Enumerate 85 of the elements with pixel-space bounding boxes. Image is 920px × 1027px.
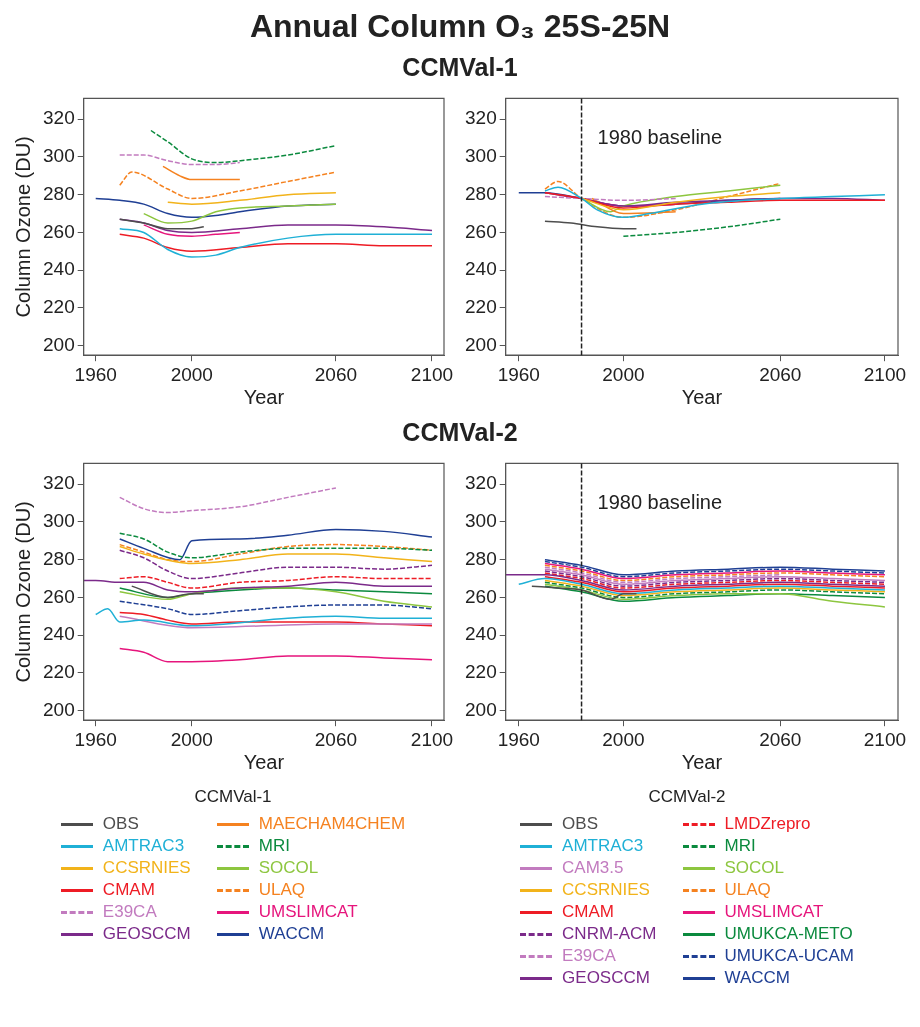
y-tick-label: 300 (465, 145, 497, 167)
legend-label: CMAM (562, 902, 615, 922)
y-tick-label: 260 (43, 585, 75, 607)
legend-label: CMAM (102, 880, 155, 900)
legend-title: CCMVal-1 (194, 787, 272, 807)
legend-label: AMTRAC3 (562, 836, 644, 856)
y-tick-label: 220 (465, 296, 497, 318)
x-tick-label: 2060 (314, 728, 358, 750)
legend-label: OBS (562, 814, 598, 834)
y-tick-label: 240 (465, 258, 497, 280)
y-tick-label: 280 (43, 182, 75, 204)
y-axis-title: Column Ozone (DU) (11, 136, 34, 318)
y-tick-label: 220 (43, 661, 75, 683)
legend-label: UMUKCA-METO (724, 924, 853, 944)
x-tick-label: 2100 (410, 363, 454, 385)
x-tick-label: 2060 (314, 363, 358, 385)
y-tick-label: 240 (465, 623, 497, 645)
legend-label: WACCM (258, 924, 325, 944)
legend-label: MRI (724, 836, 756, 856)
y-tick-label: 300 (43, 510, 75, 532)
x-tick-label: 2000 (602, 728, 645, 750)
legend-label: SOCOL (724, 858, 785, 878)
legend-label: UMUKCA-UCAM (724, 946, 854, 966)
legend-label: GEOSCCM (102, 924, 191, 944)
legend-label: LMDZrepro (724, 814, 811, 834)
x-tick-label: 1960 (74, 363, 117, 385)
y-tick-label: 260 (465, 220, 497, 242)
x-axis-title: Year (243, 750, 285, 773)
y-tick-label: 260 (43, 220, 75, 242)
x-axis-title: Year (681, 385, 723, 408)
y-tick-label: 240 (43, 623, 75, 645)
legend-label: MAECHAM4CHEM (258, 814, 406, 834)
y-tick-label: 240 (43, 258, 75, 280)
x-tick-label: 2100 (863, 728, 907, 750)
legend-label: WACCM (724, 968, 790, 988)
y-tick-label: 280 (465, 182, 497, 204)
y-tick-label: 200 (465, 698, 497, 720)
x-axis-title: Year (681, 750, 723, 773)
legend-label: AMTRAC3 (102, 836, 185, 856)
ref-line-label: 1980 baseline (597, 125, 723, 148)
y-tick-label: 220 (465, 661, 497, 683)
ref-line-label: 1980 baseline (597, 490, 723, 513)
legend-label: MRI (258, 836, 290, 856)
y-tick-label: 280 (43, 547, 75, 569)
legend-label: CAM3.5 (562, 858, 624, 878)
y-tick-label: 320 (465, 107, 497, 129)
y-tick-label: 300 (43, 145, 75, 167)
legend-label: CNRM-ACM (562, 924, 657, 944)
y-tick-label: 300 (465, 510, 497, 532)
y-tick-label: 200 (43, 333, 75, 355)
x-tick-label: 2000 (602, 363, 645, 385)
legend-label: CCSRNIES (102, 858, 191, 878)
legend-label: SOCOL (258, 858, 319, 878)
y-tick-label: 280 (465, 547, 497, 569)
legend-label: OBS (102, 814, 139, 834)
x-tick-label: 2060 (759, 728, 802, 750)
legend-label: ULAQ (258, 880, 306, 900)
legend-title: CCMVal-2 (648, 787, 726, 807)
chart-subtitle: CCMVal-2 (401, 418, 519, 447)
legend-label: GEOSCCM (562, 968, 650, 988)
y-axis-title: Column Ozone (DU) (11, 501, 34, 683)
x-tick-label: 1960 (74, 728, 117, 750)
y-tick-label: 320 (43, 472, 75, 494)
chart-subtitle: CCMVal-1 (401, 53, 519, 82)
chart-title: Annual Column O₃ 25S-25N (248, 8, 672, 45)
legend-label: ULAQ (724, 880, 771, 900)
legend-label: E39CA (102, 902, 157, 922)
x-tick-label: 2060 (759, 363, 802, 385)
y-tick-label: 320 (43, 107, 75, 129)
y-tick-label: 220 (43, 296, 75, 318)
x-axis-title: Year (243, 385, 285, 408)
legend-label: UMSLIMCAT (258, 902, 358, 922)
x-tick-label: 2000 (170, 363, 213, 385)
y-tick-label: 320 (465, 472, 497, 494)
x-tick-label: 1960 (497, 363, 540, 385)
y-tick-label: 200 (43, 698, 75, 720)
x-tick-label: 2100 (410, 728, 454, 750)
y-tick-label: 200 (465, 333, 497, 355)
legend-label: UMSLIMCAT (724, 902, 824, 922)
x-tick-label: 1960 (497, 728, 540, 750)
x-tick-label: 2100 (863, 363, 907, 385)
x-tick-label: 2000 (170, 728, 213, 750)
legend-label: CCSRNIES (562, 880, 650, 900)
y-tick-label: 260 (465, 585, 497, 607)
legend-label: E39CA (562, 946, 616, 966)
